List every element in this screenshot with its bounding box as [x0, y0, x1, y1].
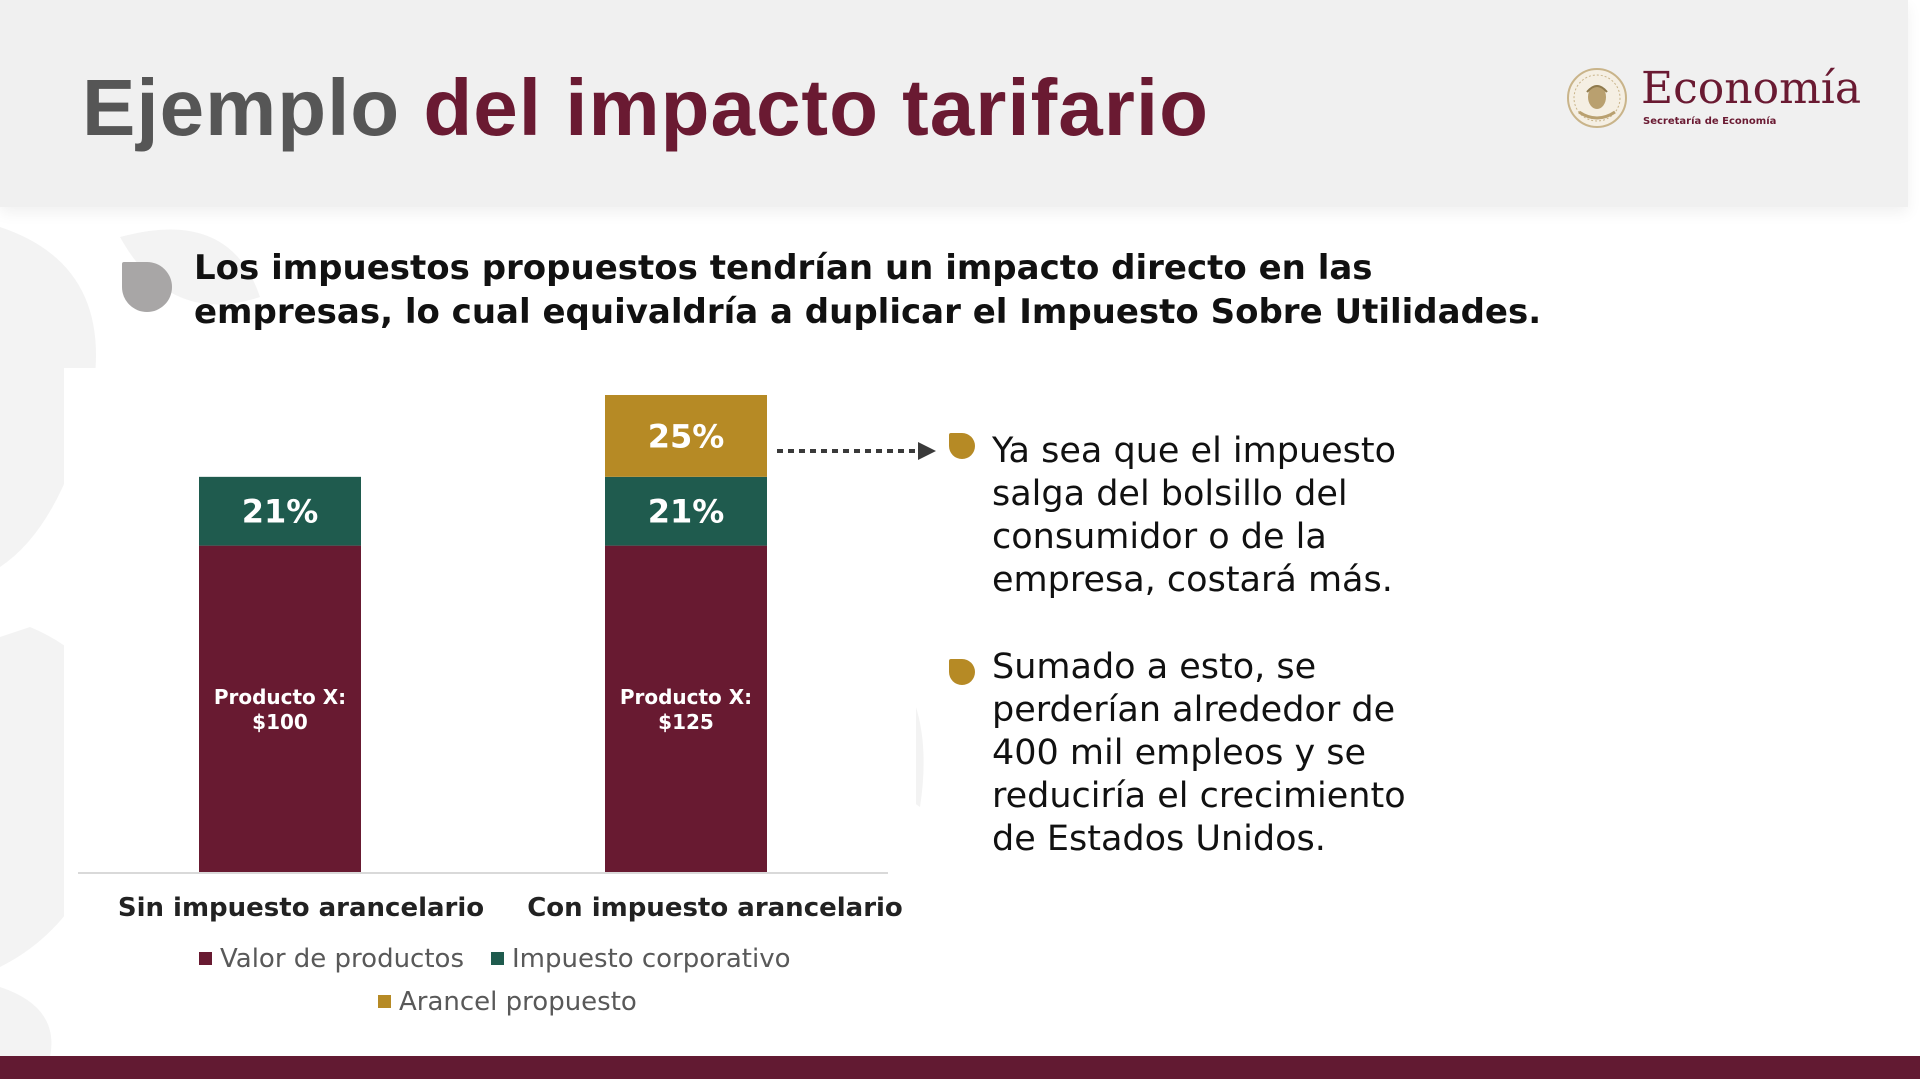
- bullet-2-line-1: Sumado a esto, se: [992, 647, 1317, 687]
- legend-item-arancel: Arancel propuesto: [378, 985, 637, 1019]
- category-label-0: Sin impuesto arancelario: [117, 893, 485, 923]
- headline-line-1: Los impuestos propuestos tendrían un imp…: [194, 248, 1373, 288]
- legend-label-valor: Valor de productos: [220, 944, 465, 974]
- bullet-2-line-4: reduciría el crecimiento: [992, 776, 1406, 816]
- title-part-maroon: del impacto tarifario: [423, 63, 1210, 152]
- bullet-1-line-2: salga del bolsillo del: [992, 474, 1348, 514]
- arrow-head-icon: [918, 442, 936, 460]
- bar-segment-1-cat-1: [605, 476, 767, 546]
- category-label-1: Con impuesto arancelario: [527, 893, 903, 923]
- bullet-1-line-3: consumidor o de la: [992, 517, 1327, 557]
- logo-wordmark: Economía: [1641, 63, 1862, 114]
- economia-logo: Economía Secretaría de Economía: [1565, 63, 1865, 136]
- bullet-2-icon: [949, 659, 975, 685]
- footer-bar: [0, 1056, 1920, 1079]
- data-label-line-0: 21%: [242, 493, 319, 531]
- data-label-line-0: 25%: [648, 417, 725, 455]
- bullet-2-line-5: de Estados Unidos.: [992, 819, 1326, 859]
- bullet-1-icon: [949, 433, 975, 459]
- side-bullet-1: Ya sea que el impuesto salga del bolsill…: [992, 430, 1472, 602]
- bullet-2-line-2: perderían alrededor de: [992, 690, 1396, 730]
- bar-segment-0-cat-1: [605, 545, 767, 873]
- data-label-line-0: Producto X:: [214, 685, 346, 709]
- coat-of-arms-seal-icon: [1567, 68, 1627, 128]
- legend-swatch-valor: [199, 952, 212, 965]
- data-label-line-1: $125: [658, 710, 714, 734]
- side-bullet-2: Sumado a esto, se perderían alrededor de…: [992, 646, 1472, 861]
- bullet-1-line-4: empresa, costará más.: [992, 560, 1393, 600]
- page-title: Ejemplo del impacto tarifario: [82, 58, 1209, 158]
- data-label-1-cat-1: 21%: [648, 493, 725, 531]
- bullet-2-line-3: 400 mil empleos y se: [992, 733, 1367, 773]
- headline-text: Los impuestos propuestos tendrían un imp…: [194, 246, 1544, 334]
- header-band: Ejemplo del impacto tarifario Economía S…: [0, 0, 1908, 207]
- legend-item-valor: Valor de productos: [199, 942, 464, 976]
- data-label-1-cat-0: 21%: [242, 493, 319, 531]
- bar-segment-2-cat-1: [605, 395, 767, 477]
- title-part-gray: Ejemplo: [82, 63, 401, 152]
- bar-segment-0-cat-0: [199, 545, 361, 873]
- legend-item-corporativo: Impuesto corporativo: [491, 942, 791, 976]
- logo-subtitle: Secretaría de Economía: [1643, 116, 1777, 127]
- headline-line-2: empresas, lo cual equivaldría a duplicar…: [194, 292, 1542, 332]
- arrow-connector: [777, 442, 936, 460]
- bullet-1-line-1: Ya sea que el impuesto: [992, 431, 1397, 471]
- data-label-line-0: 21%: [648, 493, 725, 531]
- bar-segment-1-cat-0: [199, 476, 361, 546]
- headline-bullet-icon: [122, 262, 172, 312]
- legend-label-arancel: Arancel propuesto: [399, 987, 637, 1017]
- data-label-0-cat-0: Producto X: $100: [214, 685, 346, 734]
- legend-swatch-corporativo: [491, 952, 504, 965]
- data-label-line-1: $100: [252, 710, 308, 734]
- data-label-line-0: Producto X:: [620, 685, 752, 709]
- data-label-0-cat-1: Producto X: $125: [620, 685, 752, 734]
- legend-swatch-arancel: [378, 995, 391, 1008]
- data-label-2-cat-1: 25%: [648, 417, 725, 455]
- legend-label-corporativo: Impuesto corporativo: [512, 944, 791, 974]
